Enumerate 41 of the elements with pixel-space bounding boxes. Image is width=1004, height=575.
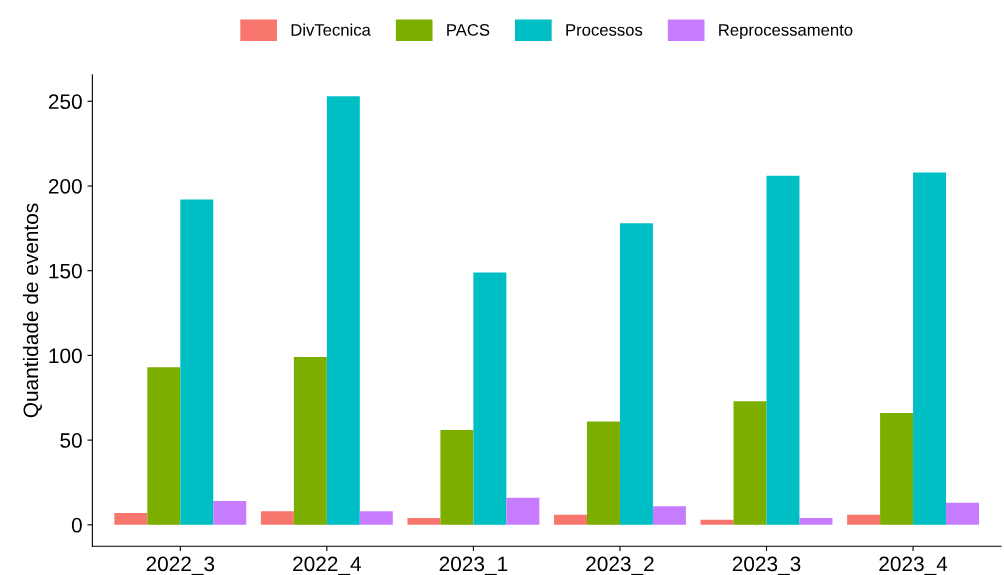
bar [700,519,734,525]
bar [147,367,181,525]
bar [326,96,360,525]
y-axis-title: Quantidade de eventos [22,203,42,418]
bar [880,413,914,525]
bar [799,518,833,525]
y-tick-label: 200 [48,178,82,194]
bar [946,502,980,525]
x-tick-label: 2023_4 [879,556,948,575]
y-tick-label: 250 [48,94,82,110]
x-tick-label: 2023_2 [586,556,654,575]
bar [213,501,247,525]
bar [359,511,393,525]
bar [506,497,540,525]
x-tick-label: 2022_3 [146,556,215,575]
legend-label: Reprocessamento [719,24,853,40]
bar [847,514,881,525]
legend-label: PACS [447,24,490,36]
legend-label: DivTecnica [291,23,371,36]
y-tick-label: 150 [49,263,82,279]
bar [554,514,587,525]
bar [407,518,441,525]
bar [473,272,507,525]
bar [913,172,947,525]
x-tick-label: 2022_4 [293,556,361,575]
legend-label: Processos [566,24,643,36]
bar [293,357,327,525]
bar [260,511,294,525]
y-tick-label: 100 [49,348,82,364]
bar [180,199,214,525]
bar [766,175,800,525]
y-tick-label: 0 [71,517,82,533]
x-tick-label: 2023_3 [732,556,801,575]
bar [440,429,474,525]
x-tick-label: 2023_1 [439,556,508,575]
bar [619,223,653,525]
bar [114,512,148,525]
bar [586,421,620,525]
bar [733,401,767,525]
bar [652,506,686,525]
y-tick-label: 50 [60,433,82,448]
